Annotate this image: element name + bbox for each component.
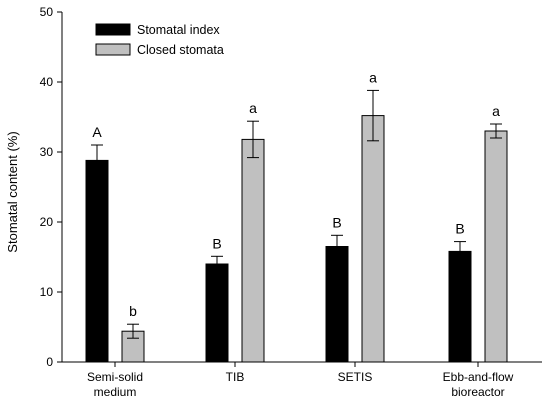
bar xyxy=(241,138,265,363)
y-tick-label: 50 xyxy=(40,5,54,19)
y-tick-label: 10 xyxy=(40,285,54,299)
legend-swatch xyxy=(95,43,131,56)
bar xyxy=(205,263,229,363)
legend: Stomatal index Closed stomata xyxy=(95,23,224,57)
bar xyxy=(484,130,508,363)
significance-label: a xyxy=(249,100,257,116)
x-tick-label: Semi-solid xyxy=(87,370,143,384)
legend-label: Stomatal index xyxy=(137,23,220,37)
significance-label: a xyxy=(492,103,500,119)
x-tick-label: SETIS xyxy=(338,370,373,384)
legend-label: Closed stomata xyxy=(137,43,224,57)
bar xyxy=(361,115,385,363)
x-tick-label: TIB xyxy=(226,370,245,384)
y-tick-label: 20 xyxy=(40,215,54,229)
bar xyxy=(85,159,109,363)
x-tick-label: bioreactor xyxy=(451,385,504,399)
significance-label: b xyxy=(129,303,137,319)
legend-swatch xyxy=(95,23,131,36)
x-tick-label: medium xyxy=(94,385,137,399)
bar xyxy=(325,246,349,363)
significance-label: B xyxy=(332,214,341,230)
bars: A B B Bb a a a xyxy=(85,69,508,363)
y-axis: 0 10 20 30 40 50 xyxy=(40,5,63,369)
significance-label: B xyxy=(212,235,221,251)
x-tick-label: Ebb-and-flow xyxy=(443,370,514,384)
y-axis-title: Stomatal content (%) xyxy=(5,131,20,252)
y-tick-label: 30 xyxy=(40,145,54,159)
y-tick-label: 0 xyxy=(46,355,53,369)
significance-label: A xyxy=(92,124,102,140)
bar xyxy=(448,250,472,363)
significance-label: B xyxy=(455,221,464,237)
significance-label: a xyxy=(369,69,377,85)
y-tick-label: 40 xyxy=(40,75,54,89)
